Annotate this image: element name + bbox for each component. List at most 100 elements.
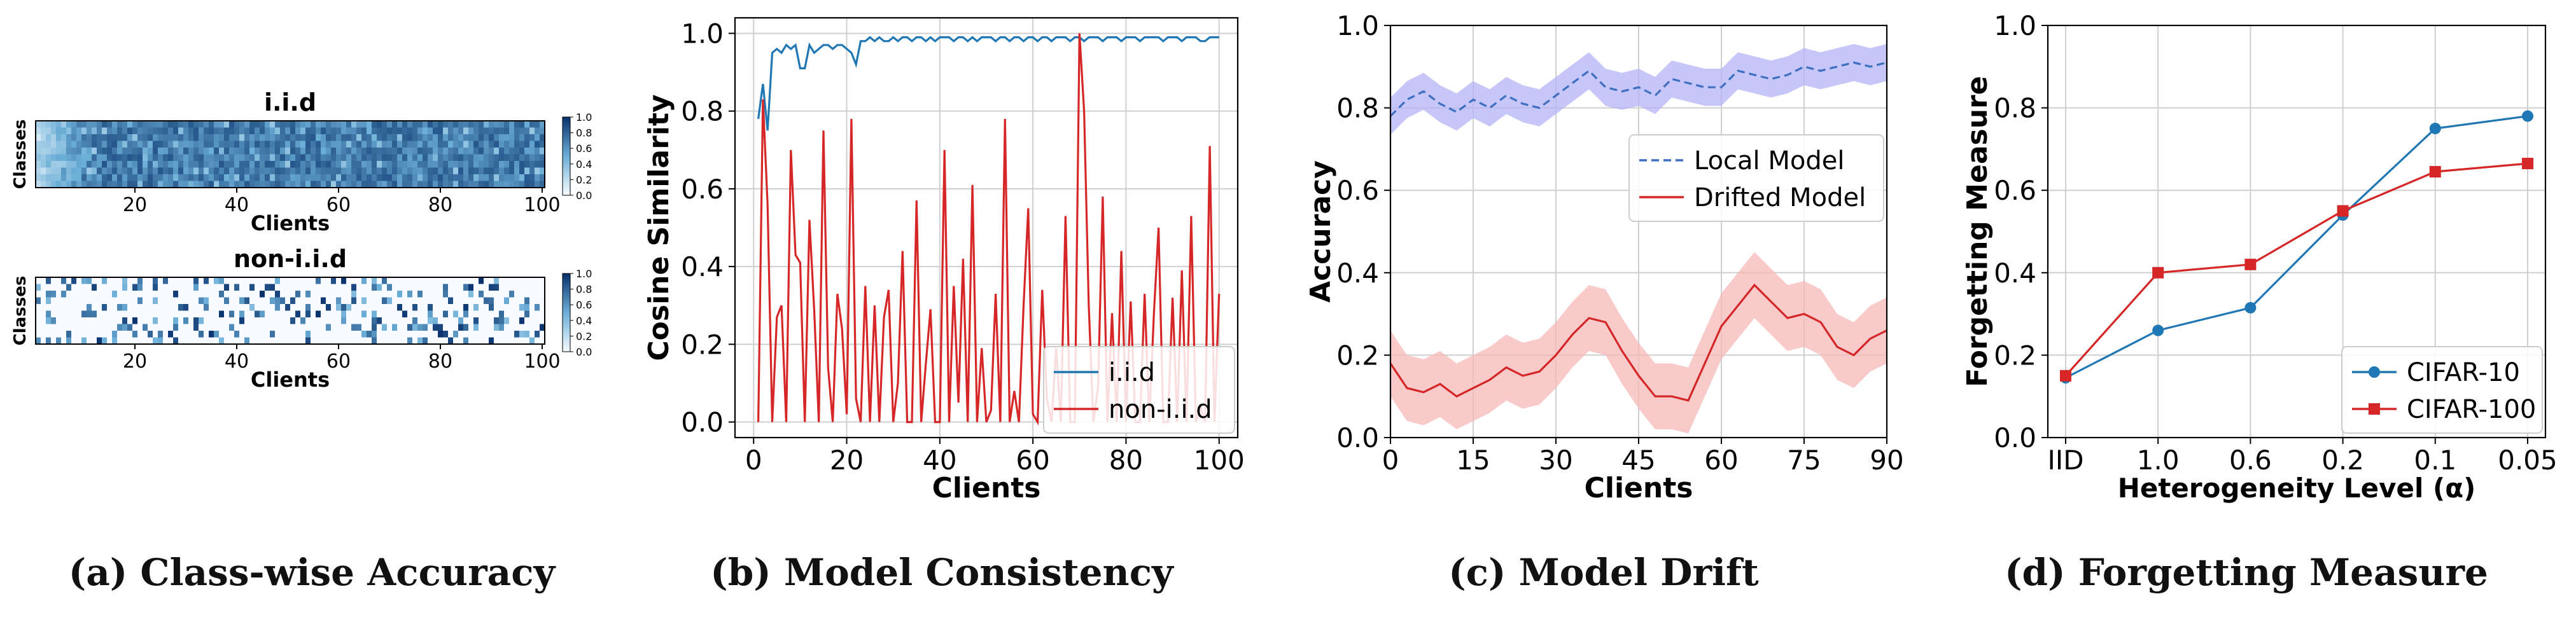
heat-cell — [219, 174, 225, 181]
heat-cell — [188, 297, 194, 305]
heat-cell — [132, 127, 138, 135]
heat-cell — [36, 277, 41, 284]
heat-cell — [280, 181, 286, 188]
heat-cell — [178, 174, 184, 181]
heat-cell — [336, 324, 342, 331]
heat-cell — [249, 121, 255, 128]
heat-cell — [326, 297, 332, 305]
heat-cell — [499, 181, 505, 188]
heat-cell — [76, 167, 82, 175]
heat-cell — [484, 277, 489, 284]
heat-cell — [351, 174, 357, 181]
heat-cell — [402, 284, 408, 291]
heat-cell — [407, 291, 413, 298]
heat-cell — [199, 277, 204, 284]
heat-cell — [535, 121, 540, 128]
heat-cell — [249, 127, 255, 135]
heat-cell — [51, 148, 57, 155]
heat-cell — [137, 174, 143, 181]
heat-cell — [127, 277, 133, 284]
heat-cell — [244, 291, 250, 298]
colorbar-tick-label: 0.6 — [576, 142, 592, 155]
heat-cell — [509, 141, 515, 148]
heat-cell — [280, 154, 286, 162]
heat-cell — [468, 331, 474, 338]
heat-cell — [473, 148, 479, 155]
heat-cell — [311, 148, 316, 155]
heat-cell — [428, 181, 433, 188]
heat-cell — [239, 291, 245, 298]
heat-cell — [509, 297, 515, 305]
heat-cell — [453, 127, 459, 135]
heat-cell — [56, 148, 62, 155]
heat-cell — [499, 297, 505, 305]
heat-cell — [209, 134, 214, 141]
heat-cell — [387, 284, 393, 291]
heat-cell — [204, 148, 209, 155]
heat-cell — [229, 277, 235, 284]
heat-cell — [107, 181, 113, 188]
heat-cell — [224, 291, 230, 298]
heat-cell — [423, 310, 428, 318]
heat-cell — [148, 121, 153, 128]
cifar100-point — [2429, 166, 2441, 178]
heat-cell — [102, 121, 108, 128]
heat-cell — [81, 304, 87, 311]
heat-cell — [280, 337, 286, 345]
heat-cell — [270, 284, 276, 291]
heat-cell — [36, 331, 41, 338]
heat-cell — [397, 167, 403, 175]
heat-cell — [46, 297, 52, 305]
heat-cell — [341, 174, 347, 181]
heat-cell — [412, 161, 418, 168]
heat-cell — [519, 324, 525, 331]
heat-cell — [382, 154, 388, 162]
heat-cell — [519, 181, 525, 188]
heat-cell — [209, 121, 214, 128]
heat-cell — [489, 174, 494, 181]
heat-cell — [458, 304, 464, 311]
heat-cell — [473, 291, 479, 298]
heat-cell — [51, 134, 57, 141]
heat-cell — [81, 297, 87, 305]
heat-cell — [234, 148, 240, 155]
heat-cell — [290, 331, 296, 338]
heat-cell — [137, 310, 143, 318]
heat-cell — [66, 167, 72, 175]
heat-cell — [234, 337, 240, 345]
heat-cell — [56, 310, 62, 318]
heat-cell — [239, 167, 245, 175]
y-axis-label: Classes — [11, 276, 30, 346]
heat-cell — [336, 277, 342, 284]
heat-cell — [224, 337, 230, 345]
heat-cell — [71, 134, 77, 141]
heat-cell — [219, 284, 225, 291]
heat-cell — [112, 154, 118, 162]
heat-cell — [535, 277, 540, 284]
heat-cell — [51, 337, 57, 345]
heat-cell — [61, 304, 67, 311]
heat-cell — [321, 317, 326, 324]
heat-cell — [92, 277, 97, 284]
heat-cell — [188, 141, 194, 148]
heat-cell — [239, 304, 245, 311]
heat-cell — [305, 277, 311, 284]
heat-cell — [382, 331, 388, 338]
legend-marker — [2369, 403, 2380, 415]
heat-cell — [214, 141, 220, 148]
heat-cell — [163, 167, 169, 175]
local-model-band — [1390, 44, 1887, 135]
heat-cell — [127, 284, 133, 291]
heat-cell — [311, 134, 316, 141]
heat-cell — [326, 284, 332, 291]
heat-cell — [229, 337, 235, 345]
heat-cell — [372, 167, 377, 175]
heat-cell — [377, 148, 382, 155]
heat-cell — [275, 277, 281, 284]
heat-cell — [397, 148, 403, 155]
x-axis-label: Clients — [251, 368, 330, 392]
colorbar-tick-label: 0.4 — [576, 315, 592, 327]
heat-cell — [382, 304, 388, 311]
heat-cell — [300, 161, 306, 168]
